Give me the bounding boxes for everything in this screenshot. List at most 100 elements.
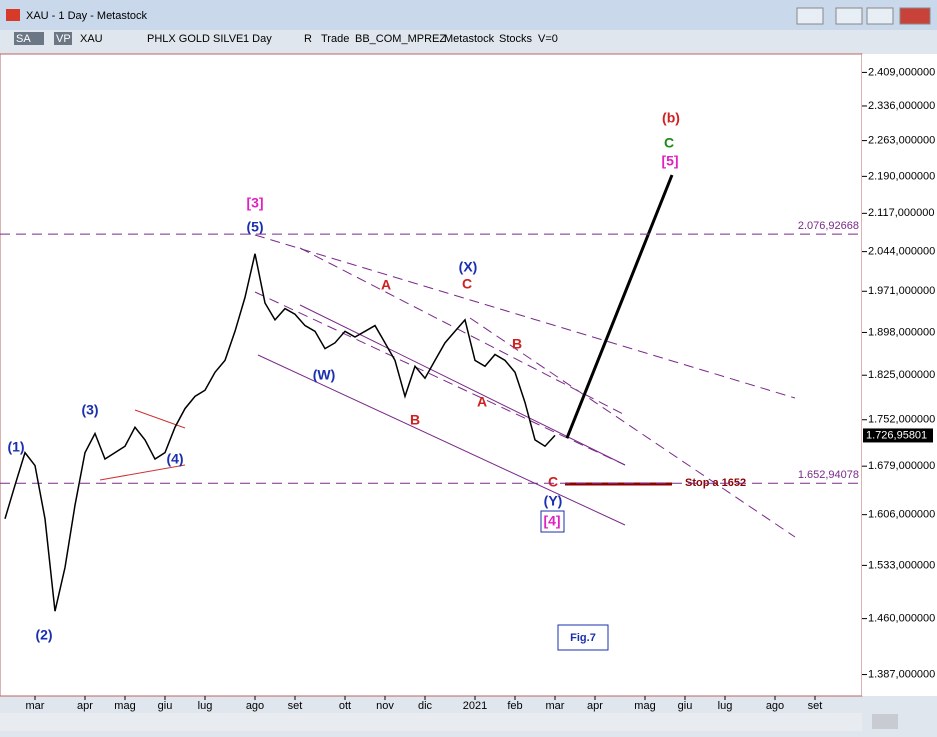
x-tick-label: apr xyxy=(77,700,93,712)
y-axis-area xyxy=(862,54,937,696)
channel-line xyxy=(299,304,626,466)
wave-label: [5] xyxy=(661,153,678,169)
channel-line xyxy=(257,354,626,526)
last-price-label: 1.726,95801 xyxy=(866,429,927,441)
projection-line xyxy=(565,174,674,439)
toolbar-chip xyxy=(54,32,72,45)
wave-label: (1) xyxy=(7,439,24,455)
toolbar-item[interactable]: BB_COM_MPREZ xyxy=(355,33,446,45)
button-restore-all[interactable] xyxy=(796,7,824,25)
wave-label: (W) xyxy=(313,367,336,383)
channel-line xyxy=(299,247,626,416)
toolbar-item[interactable]: SA xyxy=(16,33,31,45)
fig-label: Fig.7 xyxy=(570,632,596,644)
y-tick-label: 1.971,000000 xyxy=(868,285,935,297)
wave-label: (3) xyxy=(81,402,98,418)
x-tick-label: feb xyxy=(507,700,522,712)
x-tick-label: ago xyxy=(246,700,264,712)
x-tick-label: mag xyxy=(114,700,135,712)
toolbar-chip xyxy=(14,32,44,45)
x-tick-label: nov xyxy=(376,700,394,712)
toolbar-item[interactable]: R xyxy=(304,33,312,45)
stop-label: Stop a 1652 xyxy=(685,477,746,489)
triangle-line xyxy=(99,464,186,481)
x-tick-label: giu xyxy=(158,700,173,712)
x-tick-label: lug xyxy=(718,700,733,712)
y-tick-label: 1.387,000000 xyxy=(868,668,935,680)
channel-line xyxy=(469,317,796,538)
x-tick-label: set xyxy=(808,700,823,712)
x-tick-label: ago xyxy=(766,700,784,712)
channels-solid xyxy=(257,304,626,526)
toolbar-item[interactable]: VP xyxy=(56,33,71,45)
toolbar-item[interactable]: XAU xyxy=(80,33,103,45)
y-tick-label: 2.044,000000 xyxy=(868,246,935,258)
window-title: XAU - 1 Day - Metastock xyxy=(26,10,148,22)
wave-label: B xyxy=(512,336,522,352)
wave-label: C xyxy=(548,474,558,490)
toolbar: SA VP XAU PHLX GOLD SILVE 1 Day R Trade BB_COM_… xyxy=(14,32,558,45)
wave-label: A xyxy=(477,394,487,410)
y-tick-label: 1.533,000000 xyxy=(868,559,935,571)
label-box xyxy=(540,510,565,533)
wave-label: C xyxy=(462,276,472,292)
wave-label: C xyxy=(664,135,674,151)
wave-label: [3] xyxy=(246,195,263,211)
x-tick-label: mar xyxy=(26,700,45,712)
wave-label: [4] xyxy=(543,513,560,529)
toolbar-item[interactable]: PHLX GOLD SILVE xyxy=(147,33,243,45)
button-close[interactable] xyxy=(899,7,931,25)
y-tick-label: 1.460,000000 xyxy=(868,613,935,625)
x-tick-label: mar xyxy=(546,700,565,712)
channel-line xyxy=(254,234,796,399)
y-tick-label: 1.606,000000 xyxy=(868,509,935,521)
toolbar-item[interactable]: V=0 xyxy=(538,33,558,45)
x-tick-label: giu xyxy=(678,700,693,712)
wave-label: (b) xyxy=(662,110,680,126)
title-bar xyxy=(0,0,937,30)
y-tick-label: 1.752,000000 xyxy=(868,414,935,426)
wave-label: (4) xyxy=(166,451,183,467)
y-tick-label: 2.409,000000 xyxy=(868,66,935,78)
x-tick-label: ott xyxy=(339,700,351,712)
y-tick-label: 2.263,000000 xyxy=(868,135,935,147)
button-minimize[interactable] xyxy=(835,7,863,25)
y-tick-label: 1.679,000000 xyxy=(868,460,935,472)
toolbar-item[interactable]: Metastock xyxy=(444,33,495,45)
last-price-box xyxy=(863,428,933,443)
y-tick-label: 1.898,000000 xyxy=(868,326,935,338)
scroll-thumb[interactable] xyxy=(872,714,898,729)
y-tick-label: 1.825,000000 xyxy=(868,369,935,381)
toolbar-item[interactable]: 1 Day xyxy=(243,33,272,45)
x-tick-label: mag xyxy=(634,700,655,712)
channel-line xyxy=(254,291,626,466)
scrollbar[interactable] xyxy=(0,713,862,731)
wave-label: (X) xyxy=(459,259,478,275)
y-tick-label: 2.117,000000 xyxy=(868,207,934,219)
wave-label: A xyxy=(381,277,391,293)
y-tick-label: 2.336,000000 xyxy=(868,100,935,112)
wave-label: (Y) xyxy=(544,493,563,509)
toolbar-item[interactable]: Trade xyxy=(321,33,349,45)
y-tick-label: 2.190,000000 xyxy=(868,170,935,182)
wave-label: (2) xyxy=(35,627,52,643)
x-tick-label: apr xyxy=(587,700,603,712)
level-label: 2.076,92668 xyxy=(798,220,859,232)
wave-label: B xyxy=(410,412,420,428)
annotations: (1) (2) (3) (4) (5) [3] (W) A B (X) C A … xyxy=(7,110,746,651)
x-tick-label: 2021 xyxy=(463,700,487,712)
wave-label: (5) xyxy=(246,219,263,235)
x-tick-label: lug xyxy=(198,700,213,712)
app-icon xyxy=(6,9,20,21)
price-line xyxy=(4,253,556,612)
level-label: 1.652,94078 xyxy=(798,469,859,481)
toolbar-item[interactable]: Stocks xyxy=(499,33,533,45)
fig-box xyxy=(557,624,609,651)
plot-area xyxy=(0,53,863,697)
channels xyxy=(254,234,796,538)
x-tick-label: set xyxy=(288,700,303,712)
button-maximize[interactable] xyxy=(866,7,894,25)
x-tick-label: dic xyxy=(418,700,433,712)
